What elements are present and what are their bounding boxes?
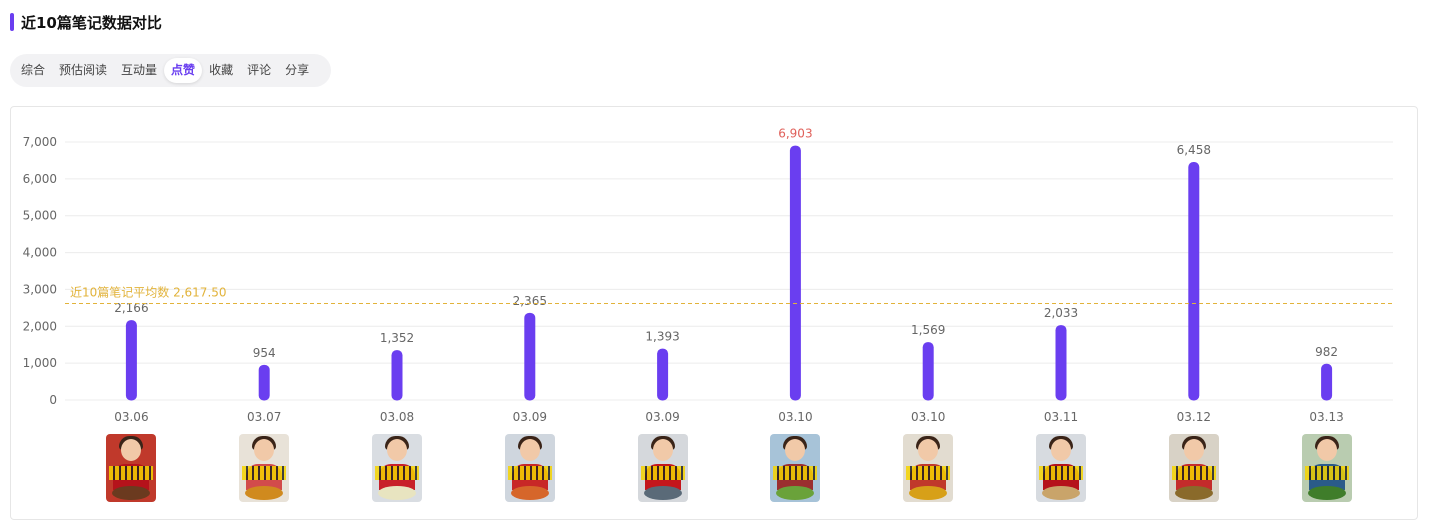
bar — [922, 342, 934, 401]
bar-value-label: 1,569 — [911, 323, 945, 337]
x-tick-label: 03.06 — [114, 410, 148, 424]
tab-likes[interactable]: 点赞 — [164, 58, 203, 83]
thumbnail-caption-graphic — [1171, 466, 1216, 480]
thumbnail-dish — [1174, 486, 1213, 500]
note-thumbnail[interactable] — [770, 434, 821, 502]
thumbnail-dish — [1307, 486, 1346, 500]
x-tick-label: 03.09 — [645, 410, 679, 424]
bar — [125, 320, 137, 401]
bar-value-label: 954 — [253, 346, 276, 360]
bar — [1321, 363, 1333, 401]
thumbnail-face — [1183, 439, 1204, 461]
bar — [1188, 161, 1200, 401]
x-tick-label: 03.10 — [911, 410, 945, 424]
thumbnail-caption-graphic — [1304, 466, 1349, 480]
thumbnail-dish — [112, 486, 151, 500]
thumbnail-face — [918, 439, 939, 461]
x-tick-label: 03.13 — [1309, 410, 1343, 424]
thumbnail-dish — [245, 486, 284, 500]
thumbnail-face — [652, 439, 673, 461]
note-thumbnail[interactable] — [1301, 434, 1352, 502]
x-tick-label: 03.10 — [778, 410, 812, 424]
bar-chart: 0 1,000 2,000 3,000 4,000 5,000 6,000 7,000 2,16… — [23, 127, 1393, 424]
thumbnail-dish — [776, 486, 815, 500]
y-tick-label: 4,000 — [23, 246, 57, 260]
x-tick-label: 03.09 — [513, 410, 547, 424]
thumbnail-caption-graphic — [640, 466, 685, 480]
bar — [1055, 325, 1067, 401]
section-header: 近10篇笔记数据对比 — [10, 11, 162, 33]
thumbnail-caption-graphic — [773, 466, 818, 480]
title-accent-bar — [10, 13, 14, 31]
bar-value-label: 982 — [1315, 345, 1338, 359]
y-tick-label: 3,000 — [23, 282, 57, 296]
thumbnail-caption-graphic — [507, 466, 552, 480]
bar — [258, 364, 270, 401]
bar — [391, 350, 403, 401]
bar — [524, 312, 536, 401]
thumbnail-caption-graphic — [242, 466, 287, 480]
average-label: 近10篇笔记平均数 2,617.50 — [70, 285, 227, 300]
tab-shares[interactable]: 分享 — [285, 63, 310, 77]
section-title: 近10篇笔记数据对比 — [21, 13, 162, 32]
bar-value-label: 6,903 — [778, 127, 812, 141]
metric-tabs: 综合 预估阅读 互动量 点赞 收藏 评论 分享 — [10, 54, 331, 87]
y-tick-label: 6,000 — [23, 172, 57, 186]
thumbnail-dish — [643, 486, 682, 500]
y-tick-label: 2,000 — [23, 319, 57, 333]
thumbnail-face — [254, 439, 275, 461]
thumbnail-face — [519, 439, 540, 461]
tab-favorites[interactable]: 收藏 — [209, 63, 234, 77]
note-thumbnail[interactable] — [1036, 434, 1086, 502]
x-tick-label: 03.07 — [247, 410, 281, 424]
y-tick-label: 0 — [49, 393, 57, 407]
bar-value-label: 2,365 — [513, 294, 547, 308]
thumbnail-row — [0, 434, 1432, 504]
thumbnail-dish — [909, 486, 948, 500]
note-thumbnail[interactable] — [504, 434, 555, 502]
thumbnail-dish — [510, 486, 549, 500]
tab-overall[interactable]: 综合 — [21, 63, 46, 77]
bar-value-label: 2,033 — [1044, 306, 1078, 320]
thumbnail-caption-graphic — [375, 466, 419, 480]
thumbnail-face — [1316, 439, 1337, 461]
thumbnail-caption-graphic — [109, 466, 154, 480]
y-tick-label: 1,000 — [23, 356, 57, 370]
thumbnail-face — [1051, 439, 1071, 461]
tab-comments[interactable]: 评论 — [247, 63, 272, 77]
tab-interactions[interactable]: 互动量 — [121, 63, 158, 77]
thumbnail-dish — [1042, 486, 1080, 500]
bar — [657, 348, 669, 401]
thumbnail-face — [387, 439, 407, 461]
x-tick-label: 03.11 — [1044, 410, 1078, 424]
note-thumbnail[interactable] — [239, 434, 290, 502]
thumbnail-caption-graphic — [906, 466, 951, 480]
y-tick-label: 7,000 — [23, 135, 57, 149]
x-tick-label: 03.08 — [380, 410, 414, 424]
thumbnail-face — [121, 439, 142, 461]
thumbnail-dish — [378, 486, 416, 500]
thumbnail-caption-graphic — [1039, 466, 1083, 480]
bar-value-label: 2,166 — [114, 301, 148, 315]
note-thumbnail[interactable] — [106, 434, 157, 502]
note-thumbnail[interactable] — [372, 434, 422, 502]
note-thumbnail[interactable] — [1168, 434, 1219, 502]
bar — [789, 145, 801, 401]
x-tick-label: 03.12 — [1177, 410, 1211, 424]
note-thumbnail[interactable] — [903, 434, 954, 502]
thumbnail-face — [785, 439, 806, 461]
bar-value-label: 1,393 — [645, 330, 679, 344]
tab-estimated-reads[interactable]: 预估阅读 — [59, 63, 108, 77]
bar-value-label: 1,352 — [380, 331, 414, 345]
note-thumbnail[interactable] — [637, 434, 688, 502]
bar-value-label: 6,458 — [1177, 143, 1211, 157]
y-tick-label: 5,000 — [23, 209, 57, 223]
